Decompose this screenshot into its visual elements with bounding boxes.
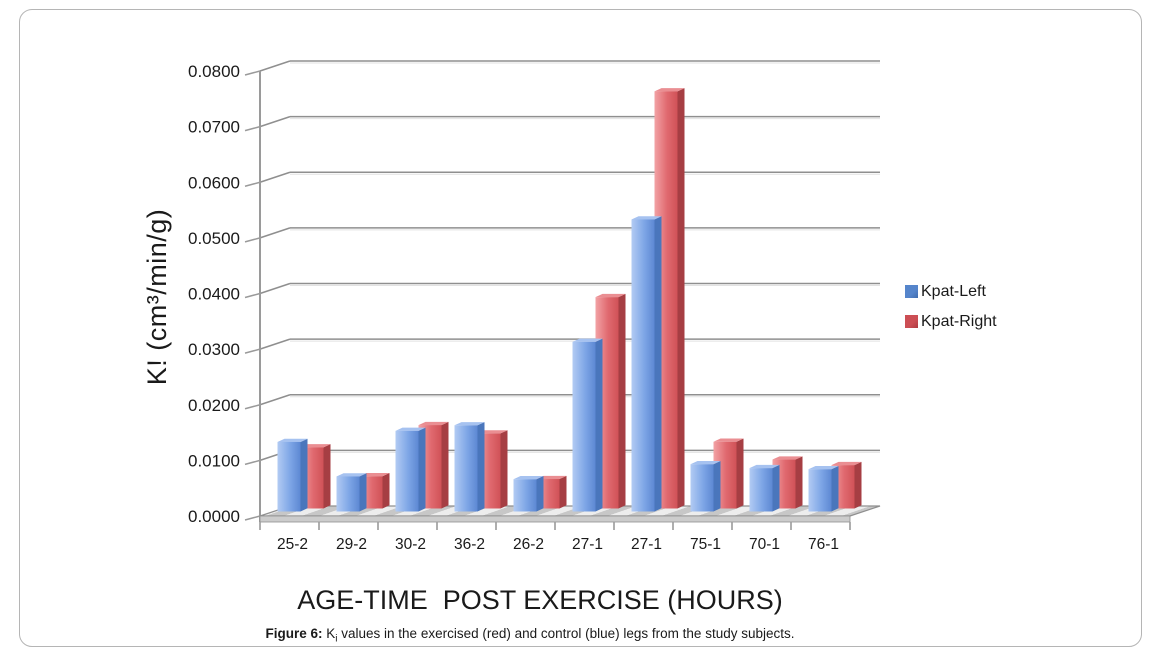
legend-swatch-kpat-right-icon <box>905 315 918 328</box>
x-tick-label: 27-1 <box>631 536 662 553</box>
bar-kpat-left-29-2 <box>336 473 367 512</box>
bar-kpat-left-27-1 <box>631 216 662 512</box>
figure-caption-k: K <box>322 626 336 641</box>
x-tick-label: 25-2 <box>277 536 308 553</box>
y-tick-label: 0.0400 <box>188 285 240 304</box>
x-tick-label: 27-1 <box>572 536 603 553</box>
y-tick-label: 0.0800 <box>188 62 240 81</box>
x-tick-label: 29-2 <box>336 536 367 553</box>
legend-item-kpat-left: Kpat-Left <box>905 283 997 300</box>
x-tick-label: 76-1 <box>808 536 839 553</box>
figure-caption: Figure 6: Ki values in the exercised (re… <box>0 626 1060 645</box>
x-tick-label: 75-1 <box>690 536 721 553</box>
y-tick-label: 0.0700 <box>188 118 240 137</box>
bar-kpat-left-70-1 <box>749 464 780 512</box>
x-tick-label: 30-2 <box>395 536 426 553</box>
chart-legend: Kpat-Left Kpat-Right <box>905 283 997 330</box>
legend-item-kpat-right: Kpat-Right <box>905 313 997 330</box>
x-tick-label: 36-2 <box>454 536 485 553</box>
bar-kpat-left-76-1 <box>808 466 839 512</box>
figure-caption-rest: values in the exercised (red) and contro… <box>337 626 795 641</box>
y-tick-label: 0.0100 <box>188 451 240 470</box>
figure-caption-label: Figure 6: <box>265 626 323 641</box>
bars <box>277 88 862 512</box>
bar-kpat-left-27-1 <box>572 338 603 512</box>
x-axis-title: AGE-TIME POST EXERCISE (HOURS) <box>297 585 783 615</box>
bar-kpat-left-30-2 <box>395 427 426 512</box>
y-tick-label: 0.0600 <box>188 173 240 192</box>
y-tick-label: 0.0500 <box>188 229 240 248</box>
legend-label-kpat-right: Kpat-Right <box>921 313 997 330</box>
bar-kpat-left-36-2 <box>454 422 485 512</box>
legend-swatch-kpat-left-icon <box>905 285 918 298</box>
bar-kpat-left-75-1 <box>690 461 721 512</box>
x-tick-label: 70-1 <box>749 536 780 553</box>
y-tick-label: 0.0000 <box>188 507 240 526</box>
y-tick-label: 0.0300 <box>188 340 240 359</box>
y-axis-title: K! (cm³/min/g) <box>142 208 172 386</box>
legend-label-kpat-left: Kpat-Left <box>921 283 986 300</box>
bar-kpat-left-25-2 <box>277 438 308 512</box>
x-tick-label: 26-2 <box>513 536 544 553</box>
bar-kpat-left-26-2 <box>513 476 544 512</box>
y-tick-label: 0.0200 <box>188 396 240 415</box>
figure-caption-subscript: i <box>335 633 338 645</box>
